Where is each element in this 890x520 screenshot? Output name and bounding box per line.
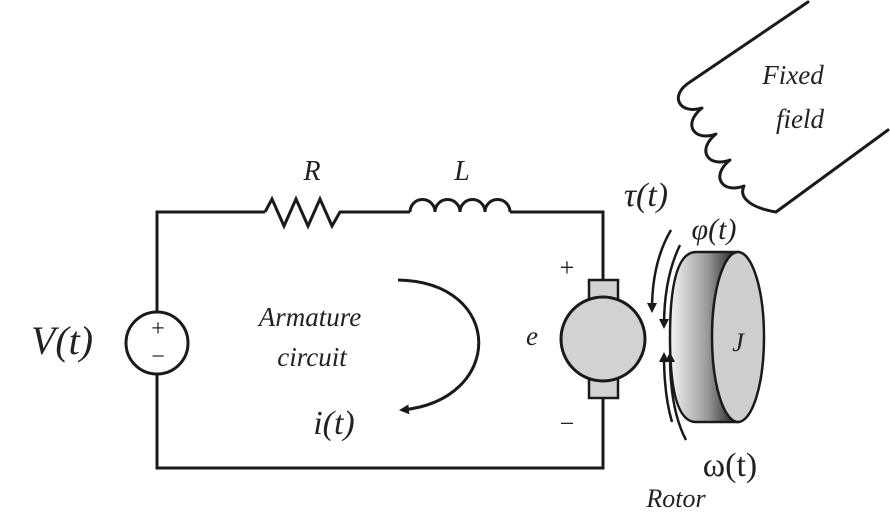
armature-label-line1: Armature bbox=[257, 302, 362, 332]
angle-label: φ(t) bbox=[692, 213, 737, 246]
resistor-zigzag bbox=[263, 195, 345, 230]
wire-motor-bottom bbox=[155, 374, 605, 470]
rotor-label: Rotor bbox=[645, 484, 706, 513]
motor-body bbox=[559, 295, 647, 383]
inductor-coil bbox=[408, 198, 512, 213]
voltage-source-plus: + bbox=[151, 316, 165, 342]
voltage-label: V(t) bbox=[31, 318, 93, 363]
angle-arrow-outer bbox=[647, 229, 673, 313]
dc-motor: + − e bbox=[526, 253, 647, 438]
motor-minus: − bbox=[560, 409, 575, 438]
fixed-field: Fixed field bbox=[676, 0, 890, 214]
voltage-source: + − V(t) bbox=[31, 310, 190, 376]
wire-inductor-motor bbox=[510, 210, 605, 280]
resistor: R bbox=[263, 156, 345, 230]
inertia-label: J bbox=[732, 328, 745, 357]
inductor: L bbox=[408, 156, 512, 213]
fixed-field-label-line1: Fixed bbox=[761, 60, 824, 90]
voltage-source-circle bbox=[124, 310, 190, 376]
speed-arrow-inner bbox=[659, 352, 674, 423]
circuit-wires bbox=[155, 210, 605, 470]
fixed-field-label-line2: field bbox=[776, 104, 824, 134]
rotor-disk-face bbox=[710, 250, 766, 424]
torque-label: τ(t) bbox=[624, 177, 668, 214]
speed-label: ω(t) bbox=[703, 447, 757, 484]
motor-plus: + bbox=[560, 253, 575, 282]
armature-label-line2: circuit bbox=[277, 342, 348, 372]
motor-emf-label: e bbox=[526, 321, 538, 351]
rotor-disk: J bbox=[668, 250, 766, 424]
voltage-source-minus: − bbox=[151, 344, 165, 370]
armature-annotation: Armature circuit i(t) bbox=[257, 278, 481, 442]
current-label: i(t) bbox=[313, 405, 355, 442]
resistor-label: R bbox=[302, 156, 320, 187]
current-arrow bbox=[397, 278, 481, 415]
speed-arrow-outer bbox=[665, 352, 688, 441]
rotation-arrows bbox=[647, 229, 688, 441]
inductor-label: L bbox=[453, 156, 470, 187]
fixed-field-outline bbox=[676, 0, 890, 214]
angle-arrow-inner bbox=[659, 244, 682, 329]
wire-left-top bbox=[155, 210, 265, 312]
